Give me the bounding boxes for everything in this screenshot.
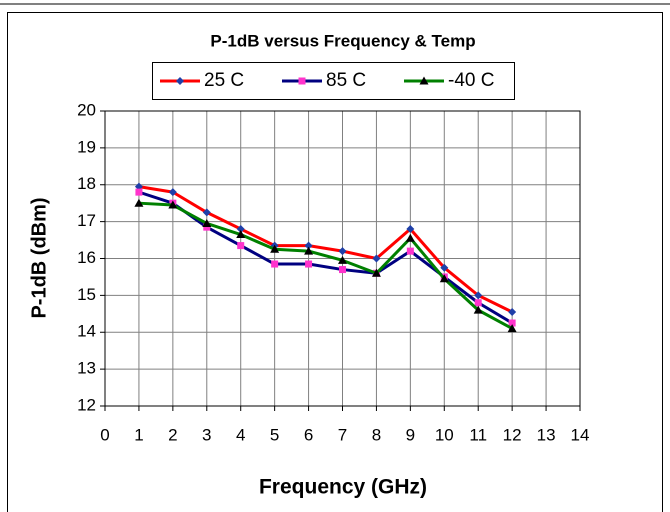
data-point <box>473 305 483 314</box>
data-point <box>305 260 313 268</box>
y-tick-label: 13 <box>77 359 96 378</box>
data-point <box>202 208 211 217</box>
chart-title: P-1dB versus Frequency & Temp <box>210 31 475 50</box>
data-point <box>134 198 144 207</box>
data-point <box>236 230 246 239</box>
x-tick-label: 2 <box>168 425 177 444</box>
data-point <box>236 225 245 233</box>
x-tick-label: 14 <box>571 425 590 444</box>
x-tick-label: 6 <box>304 425 313 444</box>
data-point <box>338 247 347 256</box>
data-point <box>405 233 415 242</box>
plot-border <box>104 110 581 407</box>
x-tick-label: 8 <box>372 425 381 444</box>
data-point <box>371 268 381 277</box>
x-tick-label: 7 <box>338 425 347 444</box>
data-point <box>406 247 414 255</box>
x-tick-label: 4 <box>236 425 245 444</box>
data-point <box>474 291 483 300</box>
legend-marker <box>298 77 306 85</box>
x-tick-label: 3 <box>202 425 211 444</box>
x-tick-label: 0 <box>100 425 109 444</box>
data-point <box>271 260 279 268</box>
x-axis-label: Frequency (GHz) <box>259 476 427 499</box>
data-point <box>304 246 314 255</box>
data-point <box>439 274 449 283</box>
x-tick-label: 11 <box>469 425 487 444</box>
data-point <box>203 223 211 231</box>
data-point <box>134 182 143 191</box>
y-tick-label: 12 <box>77 395 96 414</box>
data-point <box>339 266 346 274</box>
data-point <box>135 188 143 196</box>
legend-label: -40 C <box>448 70 494 91</box>
legend-box <box>152 62 515 100</box>
data-point <box>474 299 482 307</box>
x-tick-label: 5 <box>270 425 279 444</box>
y-tick-label: 15 <box>77 285 96 304</box>
data-point <box>338 255 347 264</box>
series-line <box>138 201 513 330</box>
data-point <box>304 241 313 250</box>
data-point <box>508 307 517 316</box>
y-tick-label: 19 <box>77 137 96 156</box>
data-point <box>372 254 381 263</box>
legend-label: 25 C <box>204 70 244 91</box>
y-tick-label: 17 <box>77 211 96 230</box>
data-point <box>168 188 177 197</box>
legend-marker <box>419 76 429 85</box>
x-tick-label: 9 <box>406 425 415 444</box>
y-tick-label: 14 <box>77 322 96 341</box>
y-tick-label: 16 <box>77 248 96 267</box>
data-point <box>440 263 449 272</box>
data-point <box>507 324 517 333</box>
data-point <box>168 200 178 209</box>
data-point <box>406 225 415 233</box>
legend-label: 85 C <box>326 70 366 91</box>
y-axis-label: P-1dB (dBm) <box>28 197 50 318</box>
data-point <box>508 319 516 327</box>
series-line <box>138 190 513 325</box>
legend-marker <box>176 77 184 85</box>
y-tick-label: 20 <box>77 100 96 119</box>
data-point <box>202 218 212 227</box>
y-tick-label: 18 <box>77 174 96 193</box>
x-tick-label: 12 <box>503 425 522 444</box>
chart-frame <box>7 12 663 512</box>
data-point <box>237 242 245 250</box>
x-tick-label: 13 <box>537 425 556 444</box>
series-line <box>138 185 513 314</box>
x-tick-label: 1 <box>134 425 143 444</box>
x-tick-label: 10 <box>435 425 454 444</box>
data-point <box>270 244 280 253</box>
